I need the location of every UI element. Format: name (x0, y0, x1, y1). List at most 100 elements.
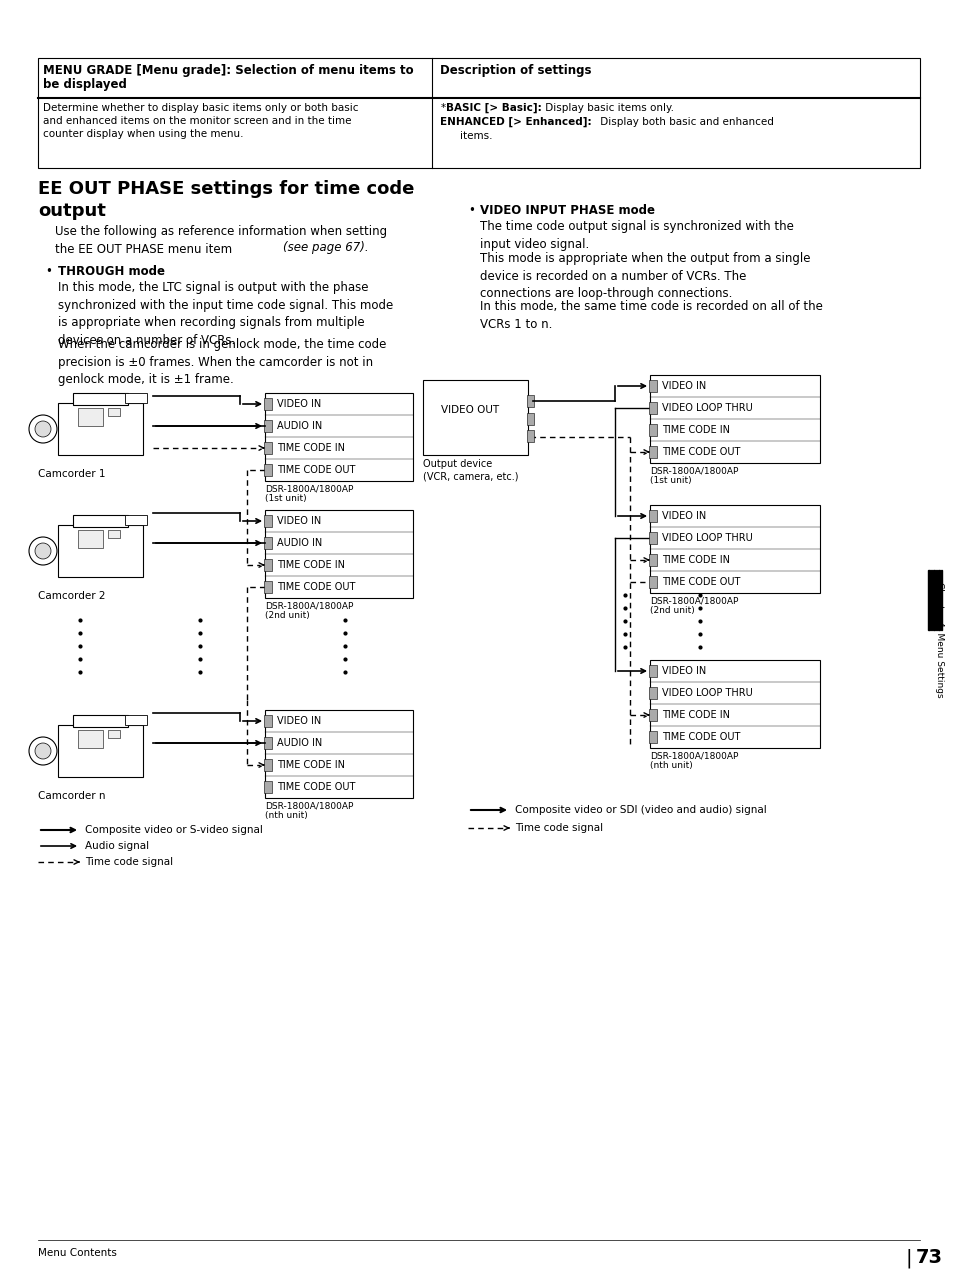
Text: items.: items. (459, 131, 493, 141)
Circle shape (29, 415, 57, 443)
Text: VIDEO IN: VIDEO IN (661, 511, 705, 521)
Text: DSR-1800A/1800AP
(1st unit): DSR-1800A/1800AP (1st unit) (649, 466, 738, 485)
Bar (927, 569, 929, 631)
Text: Display both basic and enhanced: Display both basic and enhanced (597, 117, 773, 127)
Bar (38, 59, 919, 168)
Text: be displayed: be displayed (43, 78, 127, 90)
Text: AUDIO IN: AUDIO IN (276, 538, 322, 548)
Bar (78, 408, 103, 426)
Bar (648, 380, 657, 392)
Bar (108, 530, 120, 538)
Text: Composite video or S-video signal: Composite video or S-video signal (85, 826, 263, 834)
Text: Chapter 4  Menu Settings: Chapter 4 Menu Settings (935, 582, 943, 698)
Text: AUDIO IN: AUDIO IN (276, 420, 322, 431)
Bar (125, 392, 147, 403)
Bar (930, 569, 931, 631)
Circle shape (35, 420, 51, 437)
Bar (108, 730, 120, 738)
Bar (265, 710, 413, 798)
Bar (264, 420, 272, 432)
Bar (422, 380, 527, 455)
Text: Output device
(VCR, camera, etc.): Output device (VCR, camera, etc.) (422, 459, 518, 482)
Bar (264, 736, 272, 749)
Bar (648, 576, 657, 589)
Text: Time code signal: Time code signal (85, 857, 172, 868)
Text: THROUGH mode: THROUGH mode (58, 265, 165, 278)
Bar (264, 442, 272, 454)
Bar (58, 403, 143, 455)
Text: DSR-1800A/1800AP
(nth unit): DSR-1800A/1800AP (nth unit) (649, 750, 738, 771)
Bar (264, 581, 272, 594)
Text: TIME CODE IN: TIME CODE IN (661, 555, 729, 564)
Text: TIME CODE IN: TIME CODE IN (276, 761, 345, 769)
Bar (932, 569, 934, 631)
Text: |: | (905, 1249, 912, 1268)
Text: BASIC [> Basic]:: BASIC [> Basic]: (446, 103, 541, 113)
Text: When the camcorder is in genlock mode, the time code
precision is ±0 frames. Whe: When the camcorder is in genlock mode, t… (58, 338, 386, 386)
Text: Description of settings: Description of settings (439, 64, 591, 76)
Text: (see page 67).: (see page 67). (283, 241, 368, 254)
Bar (264, 536, 272, 549)
Text: Camcorder n: Camcorder n (38, 791, 106, 801)
Text: TIME CODE OUT: TIME CODE OUT (276, 582, 355, 592)
Bar (265, 510, 413, 598)
Bar (648, 665, 657, 676)
Bar (265, 392, 413, 482)
Text: In this mode, the LTC signal is output with the phase
synchronized with the inpu: In this mode, the LTC signal is output w… (58, 282, 393, 347)
Bar (648, 424, 657, 436)
Text: MENU GRADE [Menu grade]: Selection of menu items to: MENU GRADE [Menu grade]: Selection of me… (43, 64, 414, 76)
Text: TIME CODE IN: TIME CODE IN (661, 710, 729, 720)
Text: DSR-1800A/1800AP
(2nd unit): DSR-1800A/1800AP (2nd unit) (649, 596, 738, 615)
Circle shape (29, 538, 57, 564)
Text: VIDEO IN: VIDEO IN (276, 399, 321, 409)
Bar (78, 730, 103, 748)
Bar (648, 510, 657, 522)
Text: This mode is appropriate when the output from a single
device is recorded on a n: This mode is appropriate when the output… (479, 252, 810, 299)
Bar (648, 731, 657, 743)
Text: VIDEO LOOP THRU: VIDEO LOOP THRU (661, 403, 752, 413)
Circle shape (35, 743, 51, 759)
Bar (648, 708, 657, 721)
Text: TIME CODE IN: TIME CODE IN (276, 561, 345, 569)
Text: Time code signal: Time code signal (515, 823, 602, 833)
Bar (935, 569, 936, 631)
Text: Display basic items only.: Display basic items only. (541, 103, 674, 113)
Bar (58, 525, 143, 577)
Text: The time code output signal is synchronized with the
input video signal.: The time code output signal is synchroni… (479, 220, 793, 251)
Text: VIDEO INPUT PHASE mode: VIDEO INPUT PHASE mode (479, 204, 655, 217)
Bar (649, 505, 820, 592)
Text: VIDEO IN: VIDEO IN (276, 516, 321, 526)
Bar (264, 515, 272, 527)
Circle shape (29, 736, 57, 764)
Text: TIME CODE IN: TIME CODE IN (661, 426, 729, 434)
Circle shape (35, 543, 51, 559)
Bar (526, 431, 534, 442)
Bar (940, 569, 941, 631)
Text: EE OUT PHASE settings for time code
output: EE OUT PHASE settings for time code outp… (38, 180, 414, 219)
Text: Camcorder 1: Camcorder 1 (38, 469, 106, 479)
Text: VIDEO LOOP THRU: VIDEO LOOP THRU (661, 533, 752, 543)
Text: Determine whether to display basic items only or both basic
and enhanced items o: Determine whether to display basic items… (43, 103, 358, 139)
Bar (648, 403, 657, 414)
Bar (264, 781, 272, 792)
Bar (73, 515, 128, 527)
Bar (264, 464, 272, 476)
Text: DSR-1800A/1800AP
(1st unit): DSR-1800A/1800AP (1st unit) (265, 484, 353, 503)
Text: VIDEO IN: VIDEO IN (276, 716, 321, 726)
Text: TIME CODE OUT: TIME CODE OUT (276, 465, 355, 475)
Bar (108, 408, 120, 417)
Bar (648, 533, 657, 544)
Text: TIME CODE OUT: TIME CODE OUT (661, 577, 740, 587)
Text: TIME CODE OUT: TIME CODE OUT (661, 447, 740, 457)
Text: •: • (45, 265, 51, 278)
Bar (649, 660, 820, 748)
Text: TIME CODE OUT: TIME CODE OUT (661, 733, 740, 741)
Bar (526, 395, 534, 406)
Text: DSR-1800A/1800AP
(nth unit): DSR-1800A/1800AP (nth unit) (265, 801, 353, 820)
Bar (125, 515, 147, 525)
Bar (78, 530, 103, 548)
Text: Camcorder 2: Camcorder 2 (38, 591, 106, 601)
Text: •: • (468, 204, 475, 217)
Bar (125, 715, 147, 725)
Bar (73, 392, 128, 405)
